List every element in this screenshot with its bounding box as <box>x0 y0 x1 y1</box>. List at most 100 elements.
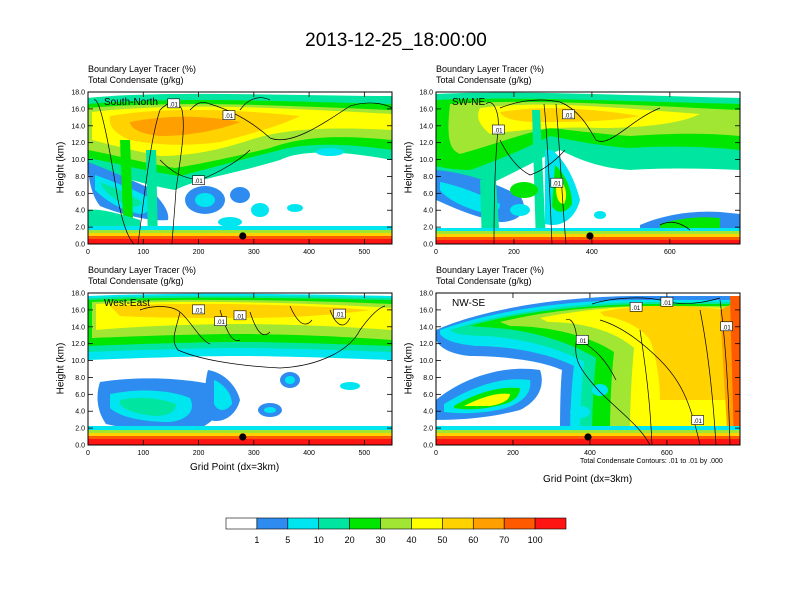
contour-label-box <box>562 109 575 120</box>
main-title: 2013-12-25_18:00:00 <box>305 30 487 51</box>
panel-title-line2: Total Condensate (g/kg) <box>88 276 184 286</box>
x-axis-label-nw-se: Grid Point (dx=3km) <box>543 474 633 485</box>
panel-label: West-East <box>104 298 150 309</box>
y-tick-label: 16.0 <box>419 106 433 113</box>
contour-label: .01 <box>335 313 344 319</box>
x-tick-label: 200 <box>508 249 520 256</box>
y-tick-label: 2.0 <box>75 225 85 232</box>
contour-label-box <box>629 302 643 312</box>
y-tick-label: 8.0 <box>75 375 85 382</box>
contour-label: .01 <box>663 301 672 307</box>
panel-label: SW-NE <box>452 97 485 108</box>
x-tick-label: 500 <box>359 450 371 457</box>
y-tick-label: 2.0 <box>423 426 433 433</box>
panel-title-south-north: Boundary Layer Tracer (%) Total Condensa… <box>88 64 196 86</box>
contour-label-box <box>192 304 205 315</box>
y-tick-label: 0.0 <box>75 242 85 249</box>
contour-label-box <box>214 316 227 327</box>
x-tick-label: 100 <box>137 249 149 256</box>
colorbar: 1 5 10 20 30 40 50 60 70 100 <box>225 517 567 545</box>
x-tick-label: 400 <box>303 450 315 457</box>
contour-label: .01 <box>722 325 731 331</box>
location-marker <box>586 232 594 240</box>
panel-sw-ne: 0.0 2.0 4.0 6.0 8.0 10.0 12.0 14.0 16.0 18.0 0 200 4… <box>419 90 741 256</box>
x-tick-label: 600 <box>661 450 673 457</box>
panel-label: NW-SE <box>452 298 485 309</box>
y-tick-label: 12.0 <box>419 140 433 147</box>
colorbar-segment <box>503 517 536 530</box>
contour-label-box <box>222 110 236 120</box>
y-tick-label: 18.0 <box>71 291 85 298</box>
contour-label: .01 <box>553 182 562 188</box>
y-tick-label: 10.0 <box>71 157 85 164</box>
contour-label-box <box>660 296 674 307</box>
y-tick-label: 2.0 <box>423 225 433 232</box>
colorbar-label: 60 <box>468 535 478 545</box>
y-tick-label: 8.0 <box>75 174 85 181</box>
field-south-north <box>88 92 392 244</box>
y-tick-label: 14.0 <box>419 123 433 130</box>
y-tick-label: 10.0 <box>419 157 433 164</box>
y-tick-label: 14.0 <box>419 324 433 331</box>
contour-label: .01 <box>632 306 641 312</box>
y-tick-label: 10.0 <box>419 358 433 365</box>
colorbar-segment <box>534 517 567 530</box>
contour-label: .01 <box>194 308 203 314</box>
y-tick-label: 8.0 <box>423 174 433 181</box>
contour-label-box <box>720 321 733 332</box>
x-tick-label: 400 <box>584 450 596 457</box>
y-tick-label: 14.0 <box>71 123 85 130</box>
plot-frame <box>87 91 393 245</box>
contour-label-box <box>691 415 704 425</box>
y-tick-label: 2.0 <box>75 426 85 433</box>
x-tick-label: 600 <box>664 249 676 256</box>
contour-label: .01 <box>194 179 203 185</box>
y-tick-label: 12.0 <box>71 341 85 348</box>
panel-title-line1: Boundary Layer Tracer (%) <box>436 64 545 74</box>
colorbar-label: 20 <box>345 535 355 545</box>
panel-nw-se: 0.0 2.0 4.0 6.0 8.0 10.0 12.0 14.0 16.0 18.0 0 200 4… <box>419 291 741 457</box>
y-tick-label: 18.0 <box>419 90 433 97</box>
y-tick-label: 18.0 <box>71 90 85 97</box>
colorbar-label: 1 <box>254 535 259 545</box>
x-tick-label: 400 <box>303 249 315 256</box>
x-tick-label: 500 <box>359 249 371 256</box>
x-axis-label-west-east: Grid Point (dx=3km) <box>190 462 280 473</box>
colorbar-label: 40 <box>406 535 416 545</box>
y-tick-label: 4.0 <box>75 208 85 215</box>
contour-note: Total Condensate Contours: .01 to .01 by… <box>580 458 723 465</box>
x-tick-label: 0 <box>434 249 438 256</box>
y-tick-label: 14.0 <box>71 324 85 331</box>
colorbar-segment <box>256 517 289 530</box>
y-tick-label: 6.0 <box>75 191 85 198</box>
y-tick-label: 6.0 <box>75 392 85 399</box>
x-tick-label: 0 <box>86 450 90 457</box>
panel-title-line1: Boundary Layer Tracer (%) <box>88 64 197 74</box>
contour-label: .01 <box>578 339 587 345</box>
colorbar-label: 10 <box>314 535 324 545</box>
colorbar-label: 70 <box>499 535 509 545</box>
plot-frame <box>87 292 393 446</box>
y-tick-label: 4.0 <box>423 208 433 215</box>
panel-title-line2: Total Condensate (g/kg) <box>88 75 184 85</box>
y-tick-label: 0.0 <box>75 443 85 450</box>
y-axis-label-nw-se: Height (km) <box>403 342 415 395</box>
y-tick-label: 12.0 <box>419 341 433 348</box>
colorbar-segment <box>349 517 381 530</box>
colorbar-segment <box>472 517 505 530</box>
plot-frame <box>435 292 741 446</box>
colorbar-label: 30 <box>376 535 386 545</box>
panel-west-east: 0.0 2.0 4.0 6.0 8.0 10.0 12.0 14.0 16.0 18.0 0 100 2… <box>71 291 393 457</box>
contour-label-box <box>550 177 564 188</box>
location-marker <box>239 232 247 240</box>
colorbar-label: 5 <box>285 535 290 545</box>
contour-label-box <box>575 334 589 345</box>
panel-label: South-North <box>104 97 158 108</box>
contour-label-box <box>492 124 505 135</box>
y-tick-label: 16.0 <box>71 106 85 113</box>
contour-label: .01 <box>216 320 225 326</box>
y-tick-label: 6.0 <box>423 191 433 198</box>
contour-label-box <box>167 98 180 109</box>
contour-label-box <box>192 175 205 185</box>
panel-title-sw-ne: Boundary Layer Tracer (%) Total Condensa… <box>436 64 544 86</box>
